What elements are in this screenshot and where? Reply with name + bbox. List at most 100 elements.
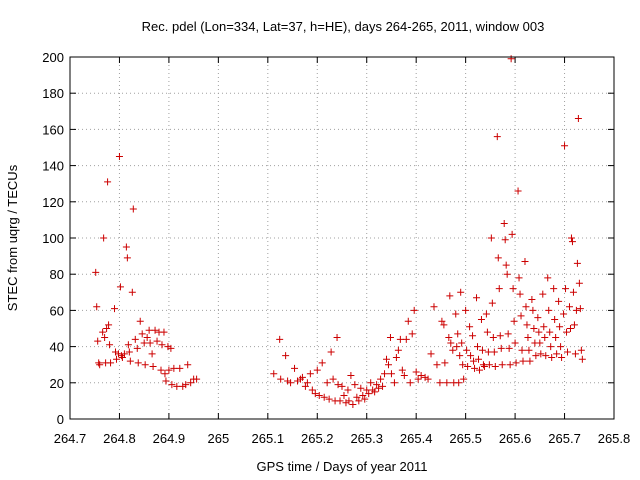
data-point [564, 348, 572, 356]
data-point [338, 382, 346, 390]
y-tick-label: 160 [42, 122, 64, 137]
y-tick-label: 180 [42, 86, 64, 101]
x-tick-label: 265.1 [252, 431, 285, 446]
data-point [118, 353, 126, 361]
data-point [576, 305, 584, 313]
data-point [469, 332, 477, 340]
data-point [514, 187, 522, 195]
data-point [136, 317, 144, 325]
data-point [107, 359, 115, 367]
data-point [525, 346, 533, 354]
data-point [485, 361, 493, 369]
data-point [565, 303, 573, 311]
data-point [141, 361, 149, 369]
y-tick-label: 0 [57, 412, 64, 427]
data-point [518, 346, 526, 354]
data-point [384, 361, 392, 369]
data-point [94, 337, 102, 345]
data-point [491, 363, 499, 371]
data-point [556, 323, 564, 331]
data-point [123, 254, 131, 262]
data-point [93, 303, 101, 311]
data-point [128, 288, 136, 296]
data-point [544, 274, 552, 282]
data-point [497, 344, 505, 352]
data-point [320, 393, 328, 401]
data-point [446, 292, 454, 300]
data-point [575, 279, 583, 287]
data-point [347, 372, 355, 380]
data-point [505, 344, 513, 352]
data-point [134, 359, 142, 367]
y-tick-label: 200 [42, 50, 64, 65]
data-point [325, 395, 333, 403]
data-point [95, 359, 103, 367]
data-point [165, 366, 173, 374]
data-point [373, 381, 381, 389]
data-point [464, 363, 472, 371]
data-point [298, 373, 306, 381]
data-point [566, 325, 574, 332]
data-point [563, 328, 571, 336]
data-point [383, 355, 391, 363]
data-point [522, 303, 530, 311]
data-point [503, 270, 511, 278]
data-point [117, 352, 125, 360]
data-point [548, 353, 556, 361]
data-point [519, 357, 527, 365]
data-point [449, 346, 457, 354]
data-point [558, 353, 566, 361]
data-point [577, 346, 585, 354]
data-point [157, 366, 165, 374]
data-point [359, 391, 367, 399]
data-point [529, 306, 537, 314]
data-point [498, 361, 506, 369]
data-point [561, 142, 569, 150]
data-point [488, 299, 496, 307]
data-point [160, 328, 168, 336]
data-point [176, 364, 184, 372]
data-point [427, 350, 435, 358]
data-point [125, 348, 133, 356]
x-tick-label: 264.7 [54, 431, 87, 446]
data-point [545, 306, 553, 314]
data-point [114, 350, 122, 358]
grid-lines [70, 57, 614, 419]
data-point [351, 381, 359, 389]
data-point [182, 381, 190, 389]
data-point [536, 339, 544, 347]
data-point [184, 361, 192, 369]
data-point [471, 364, 479, 372]
data-point [164, 343, 172, 351]
data-point [490, 348, 498, 356]
data-point [495, 285, 503, 293]
data-point [521, 258, 529, 266]
data-point [532, 352, 540, 360]
data-point [161, 370, 169, 378]
data-point [344, 386, 352, 394]
data-point [334, 381, 342, 389]
data-point [557, 343, 565, 351]
data-point [569, 288, 577, 296]
data-point [496, 332, 504, 340]
data-point [467, 352, 475, 360]
data-point [101, 334, 109, 342]
data-point [387, 370, 395, 378]
data-point [179, 382, 187, 390]
data-point [327, 348, 335, 356]
data-point [277, 375, 285, 383]
data-point [398, 366, 406, 374]
x-tick-label: 265.7 [548, 431, 581, 446]
data-point [456, 352, 464, 360]
data-point [170, 364, 178, 372]
data-point [466, 323, 474, 331]
data-point [349, 401, 357, 409]
data-point [126, 357, 134, 365]
data-point [484, 348, 492, 356]
data-point [571, 350, 579, 358]
data-point [301, 382, 309, 390]
data-point [270, 370, 278, 378]
data-point [187, 379, 195, 387]
y-tick-label: 80 [50, 267, 64, 282]
data-point [336, 397, 344, 405]
